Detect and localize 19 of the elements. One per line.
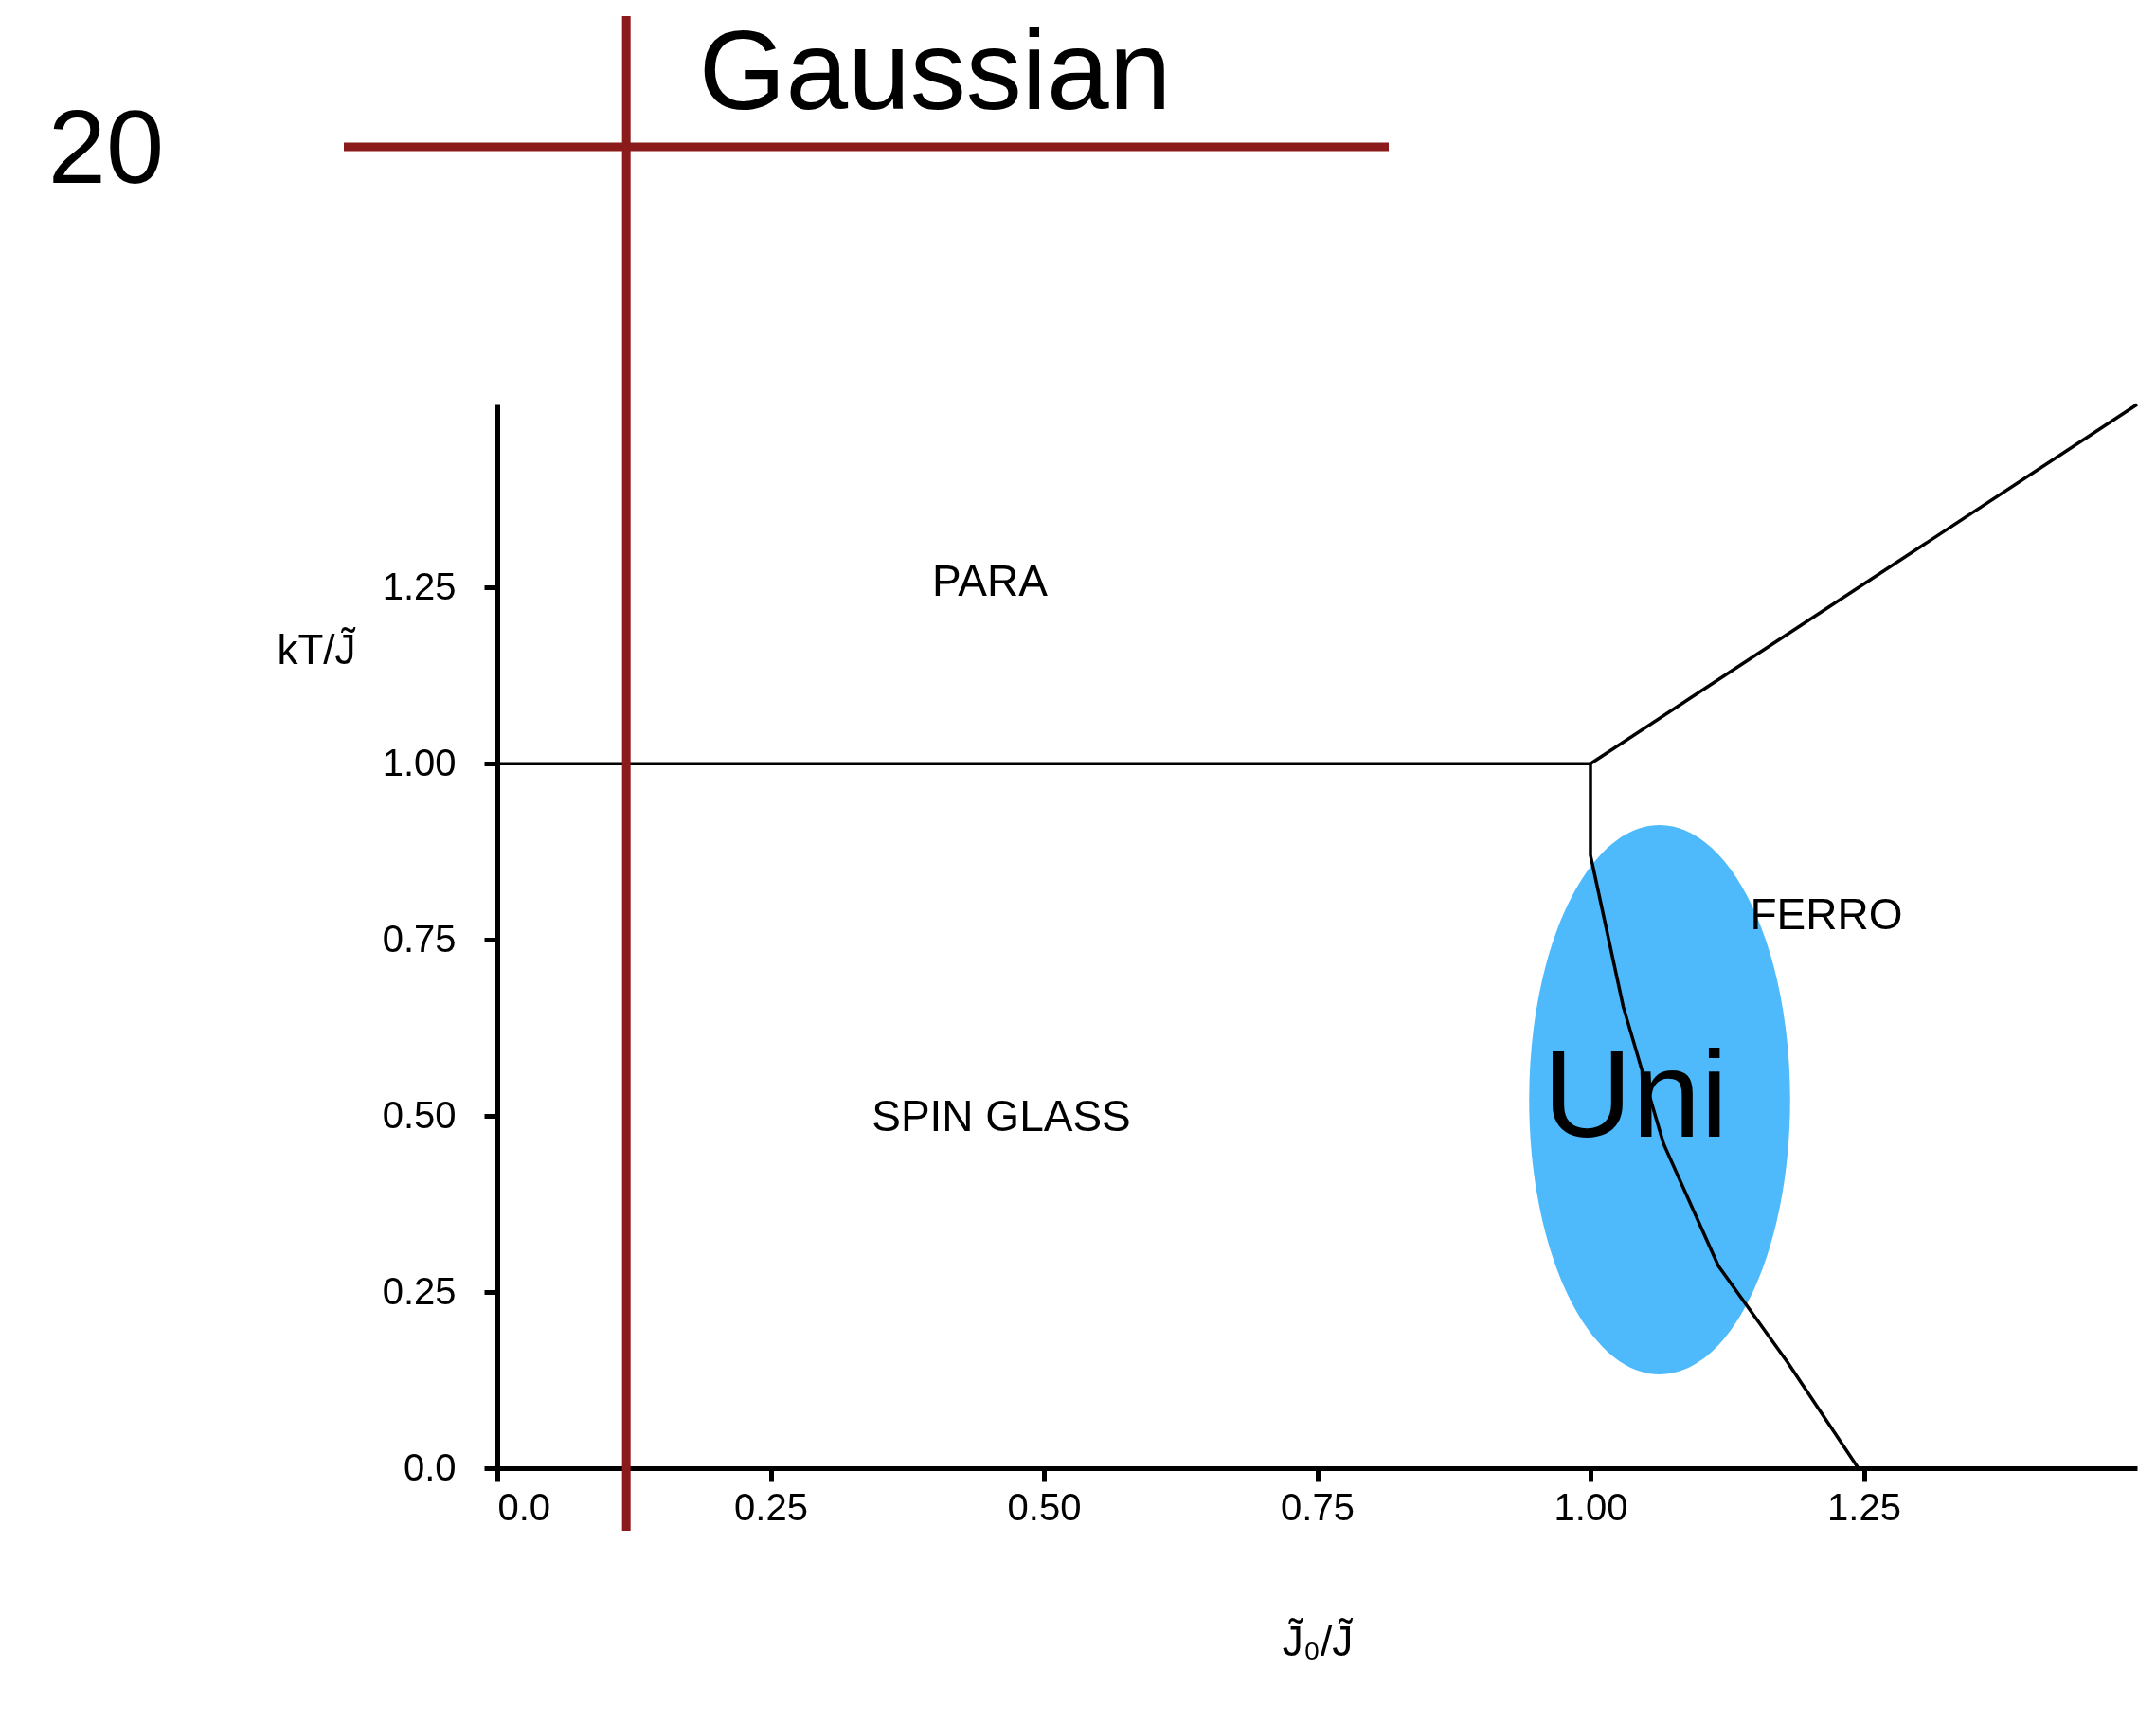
annotation: PARA (932, 556, 1049, 605)
y-tick-label: 1.00 (382, 741, 457, 783)
x-tick-label: 0.0 (497, 1485, 551, 1528)
x-tick-label: 1.25 (1827, 1485, 1901, 1528)
x-tick-label: 0.75 (1281, 1485, 1355, 1528)
x-tick-label: 0.25 (734, 1485, 808, 1528)
y-axis-title: kT/J̃ (277, 626, 356, 673)
x-tick-label: 1.00 (1554, 1485, 1628, 1528)
y-tick-label: 0.0 (403, 1445, 457, 1488)
y-tick-label: 0.50 (382, 1093, 457, 1136)
annotation: SPIN GLASS (871, 1091, 1131, 1140)
x-axis-title: J̃₀/J̃ (1282, 1617, 1354, 1664)
y-tick-label: 1.25 (382, 565, 457, 607)
text: 20 (47, 88, 165, 205)
chart-title: Gaussian (698, 8, 1172, 133)
y-tick-label: 0.75 (382, 917, 457, 960)
y-tick-label: 0.25 (382, 1269, 457, 1312)
annotation: FERRO (1750, 889, 1903, 939)
x-tick-label: 0.50 (1007, 1485, 1082, 1528)
